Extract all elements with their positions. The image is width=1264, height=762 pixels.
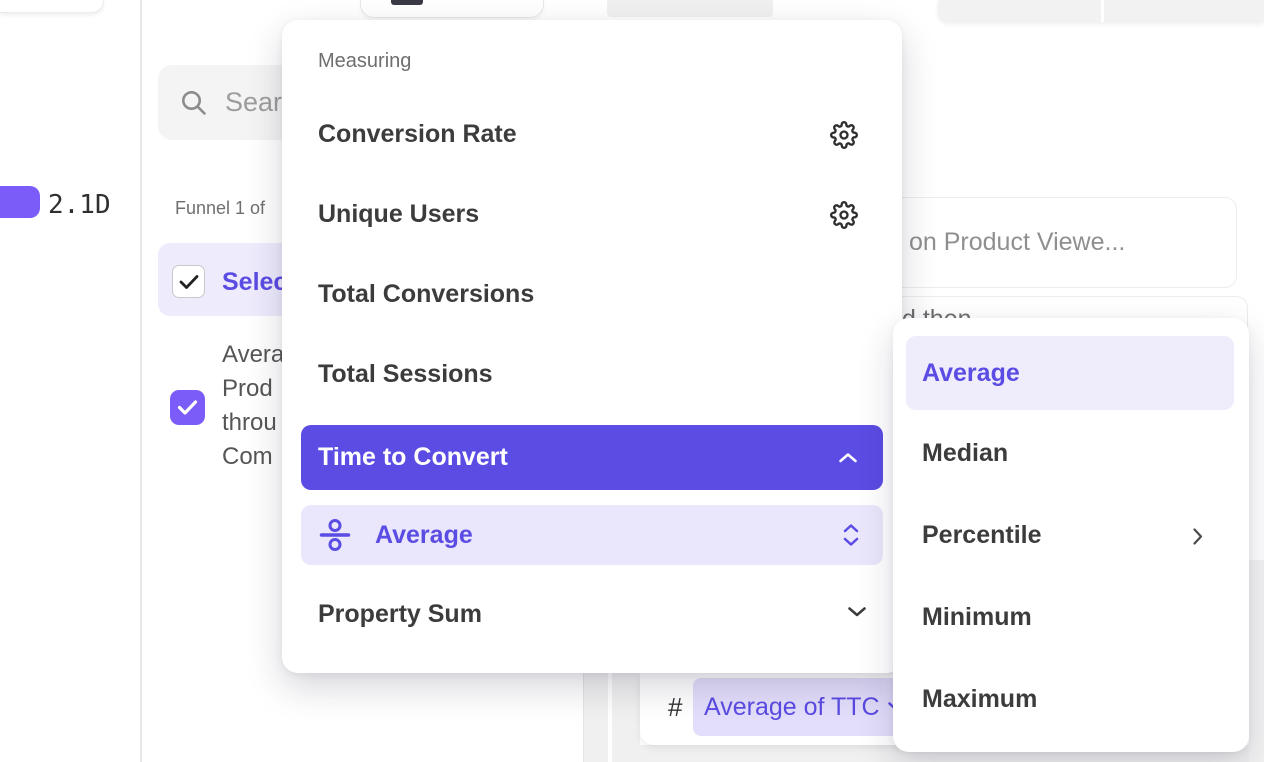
event-step-text: on Product Viewe... [909, 228, 1126, 256]
metric-pill-label: Average of TTC [704, 692, 880, 721]
step-description-line: Prod [222, 375, 273, 402]
number-type-icon: # [668, 692, 683, 722]
metric-pill-dropdown[interactable]: Average of TTC [693, 678, 908, 736]
up-down-chevrons-icon [843, 524, 859, 546]
menu-item-total-sessions[interactable]: Total Sessions [318, 360, 493, 388]
step-badge-label: 2.1D [48, 190, 111, 220]
menu-item-time-to-convert[interactable]: Time to Convert [301, 425, 883, 490]
aggregation-selector-row[interactable]: Average [301, 505, 883, 565]
chevron-down-icon[interactable] [848, 607, 866, 617]
panel-gutter [612, 673, 640, 762]
checkmark-icon [179, 274, 198, 289]
top-tab-fragment [607, 0, 773, 17]
step-description: Avera Prod throu Com [222, 338, 282, 474]
gear-icon[interactable] [830, 201, 858, 229]
page-background [1249, 560, 1264, 762]
menu-item-property-sum[interactable]: Property Sum [318, 600, 482, 628]
agg-item-maximum[interactable]: Maximum [922, 685, 1038, 713]
checkmark-icon [177, 400, 198, 415]
select-all-label: Selec [222, 268, 288, 296]
step-badge [0, 186, 40, 218]
funnel-count-label: Funnel 1 of [175, 198, 266, 218]
step-description-line: throu [222, 409, 277, 436]
chevron-right-icon [1193, 528, 1203, 545]
menu-item-unique-users[interactable]: Unique Users [318, 200, 480, 228]
measuring-menu-title: Measuring [318, 50, 412, 72]
menu-item-label: Time to Convert [318, 443, 508, 471]
menu-item-conversion-rate[interactable]: Conversion Rate [318, 120, 517, 148]
agg-item-average[interactable]: Average [906, 336, 1234, 410]
top-left-card-fragment [0, 0, 104, 13]
step-description-line: Avera [222, 341, 282, 368]
agg-item-minimum[interactable]: Minimum [922, 603, 1032, 631]
aggregation-selected-label: Average [375, 520, 473, 549]
top-right-toolbar-fragment [938, 0, 1264, 22]
top-toolbar-fragment [360, 0, 544, 18]
select-all-checkbox[interactable] [172, 265, 205, 298]
chevron-up-icon [839, 452, 857, 462]
menu-item-total-conversions[interactable]: Total Conversions [318, 280, 535, 308]
agg-item-percentile[interactable]: Percentile [922, 521, 1042, 549]
step-description-line: Com [222, 443, 273, 470]
measuring-menu: Measuring Conversion Rate Unique Users T… [282, 20, 902, 673]
panel-gutter [583, 673, 608, 762]
toolbar-divider [1101, 0, 1104, 22]
aggregation-icon [319, 519, 351, 551]
gear-icon[interactable] [830, 121, 858, 149]
agg-item-median[interactable]: Median [922, 439, 1009, 467]
search-icon [182, 91, 206, 115]
aggregation-menu: Average Median Percentile Minimum Maximu… [893, 318, 1249, 752]
toolbar-icon-fragment [391, 0, 423, 5]
step-checkbox[interactable] [170, 390, 205, 425]
agg-item-label: Average [922, 358, 1020, 387]
left-rail-divider [140, 0, 142, 762]
